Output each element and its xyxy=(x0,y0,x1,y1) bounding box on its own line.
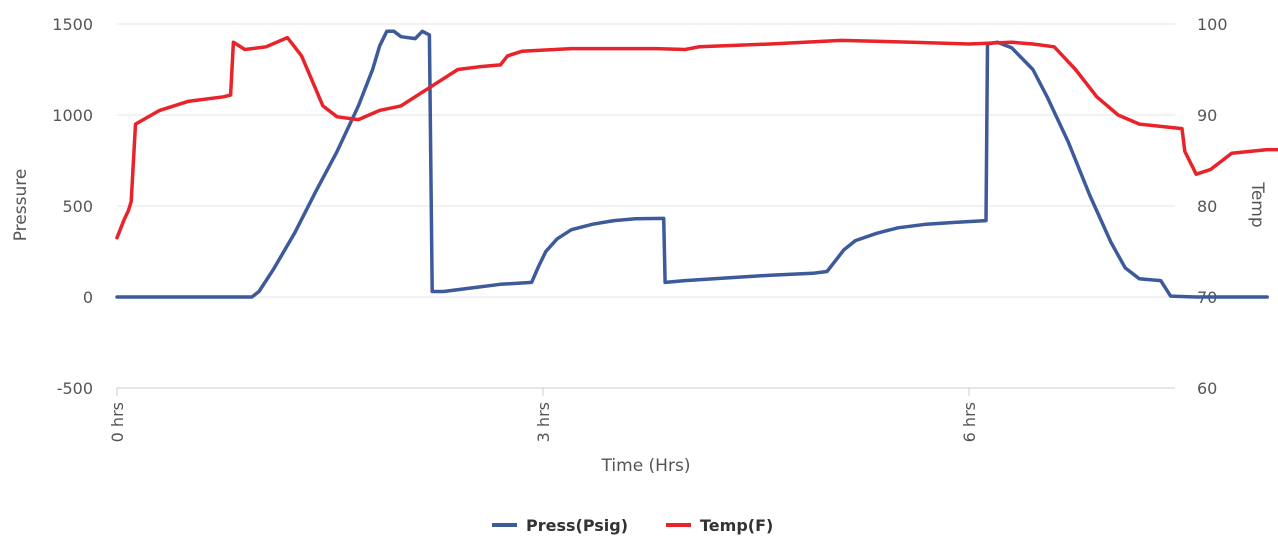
pressure-tick-label: 0 xyxy=(83,288,93,307)
pressure-tick-label: 1500 xyxy=(52,15,93,34)
legend-label-temp: Temp(F) xyxy=(700,516,773,535)
pressure-tick-label: 500 xyxy=(62,197,93,216)
pressure-axis-ticks: -500 0 500 1000 1500 xyxy=(52,15,93,398)
temp-tick-label: 100 xyxy=(1197,15,1228,34)
temp-axis-title: Temp xyxy=(1247,181,1267,227)
temp-tick-label: 90 xyxy=(1197,106,1217,125)
legend-item-press[interactable]: Press(Psig) xyxy=(492,516,628,535)
legend: Press(Psig) Temp(F) xyxy=(492,516,773,535)
time-tick-label: 0 hrs xyxy=(108,402,127,442)
x-axis-title: Time (Hrs) xyxy=(601,456,691,476)
pressure-tick-label: 1000 xyxy=(52,106,93,125)
legend-label-press: Press(Psig) xyxy=(526,516,628,535)
time-tick-label: 3 hrs xyxy=(534,402,553,442)
series-line-temp xyxy=(115,35,1278,240)
series-line-press xyxy=(115,29,1269,299)
series-lines xyxy=(115,29,1278,299)
pressure-tick-label: -500 xyxy=(57,379,93,398)
pressure-axis-title: Pressure xyxy=(11,169,31,242)
temp-tick-label: 80 xyxy=(1197,197,1217,216)
time-tick-label: 6 hrs xyxy=(960,402,979,442)
time-axis-ticks: 0 hrs 3 hrs 6 hrs xyxy=(108,388,979,442)
temp-tick-label: 60 xyxy=(1197,379,1217,398)
gridlines xyxy=(117,23,1175,389)
legend-item-temp[interactable]: Temp(F) xyxy=(666,516,773,535)
